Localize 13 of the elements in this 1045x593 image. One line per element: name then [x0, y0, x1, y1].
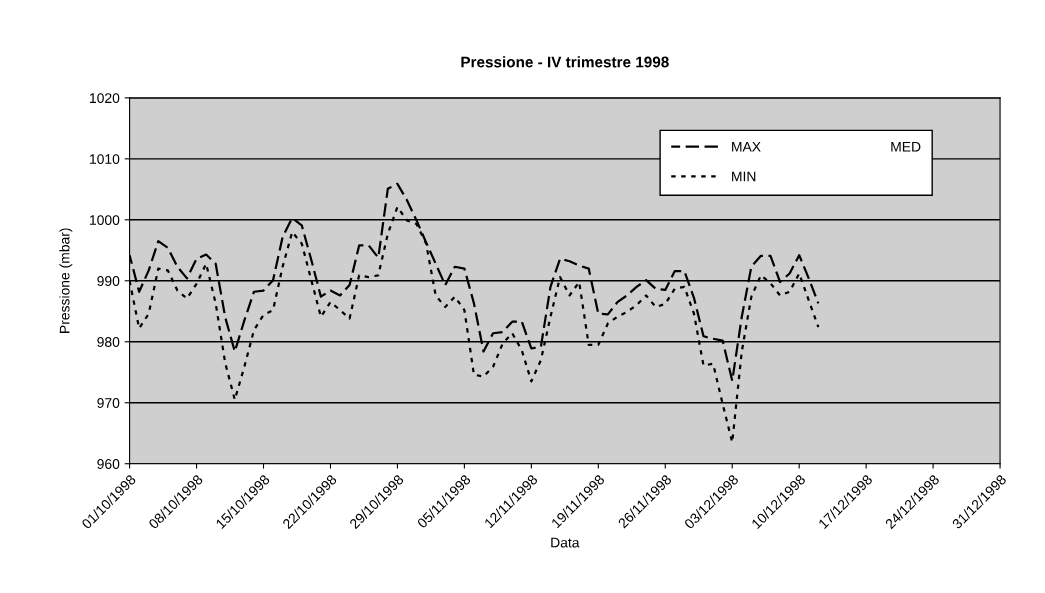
y-tick-label: 1020: [90, 93, 120, 104]
y-tick-label: 1010: [90, 154, 120, 164]
chart-title: Pressione - IV trimestre 1998: [461, 56, 669, 68]
legend-label: MAX: [732, 142, 761, 152]
y-tick-label: 960: [97, 459, 120, 469]
y-tick-label: 970: [97, 398, 120, 408]
legend-label: MIN: [732, 171, 756, 182]
y-tick-label: 980: [97, 337, 120, 347]
y-axis-title: Pressione (mbar): [59, 228, 73, 333]
text: MED: [891, 142, 921, 152]
y-tick-label: 1000: [90, 215, 120, 225]
x-axis-title: Data: [551, 537, 580, 548]
y-tick-label: 990: [97, 276, 120, 286]
